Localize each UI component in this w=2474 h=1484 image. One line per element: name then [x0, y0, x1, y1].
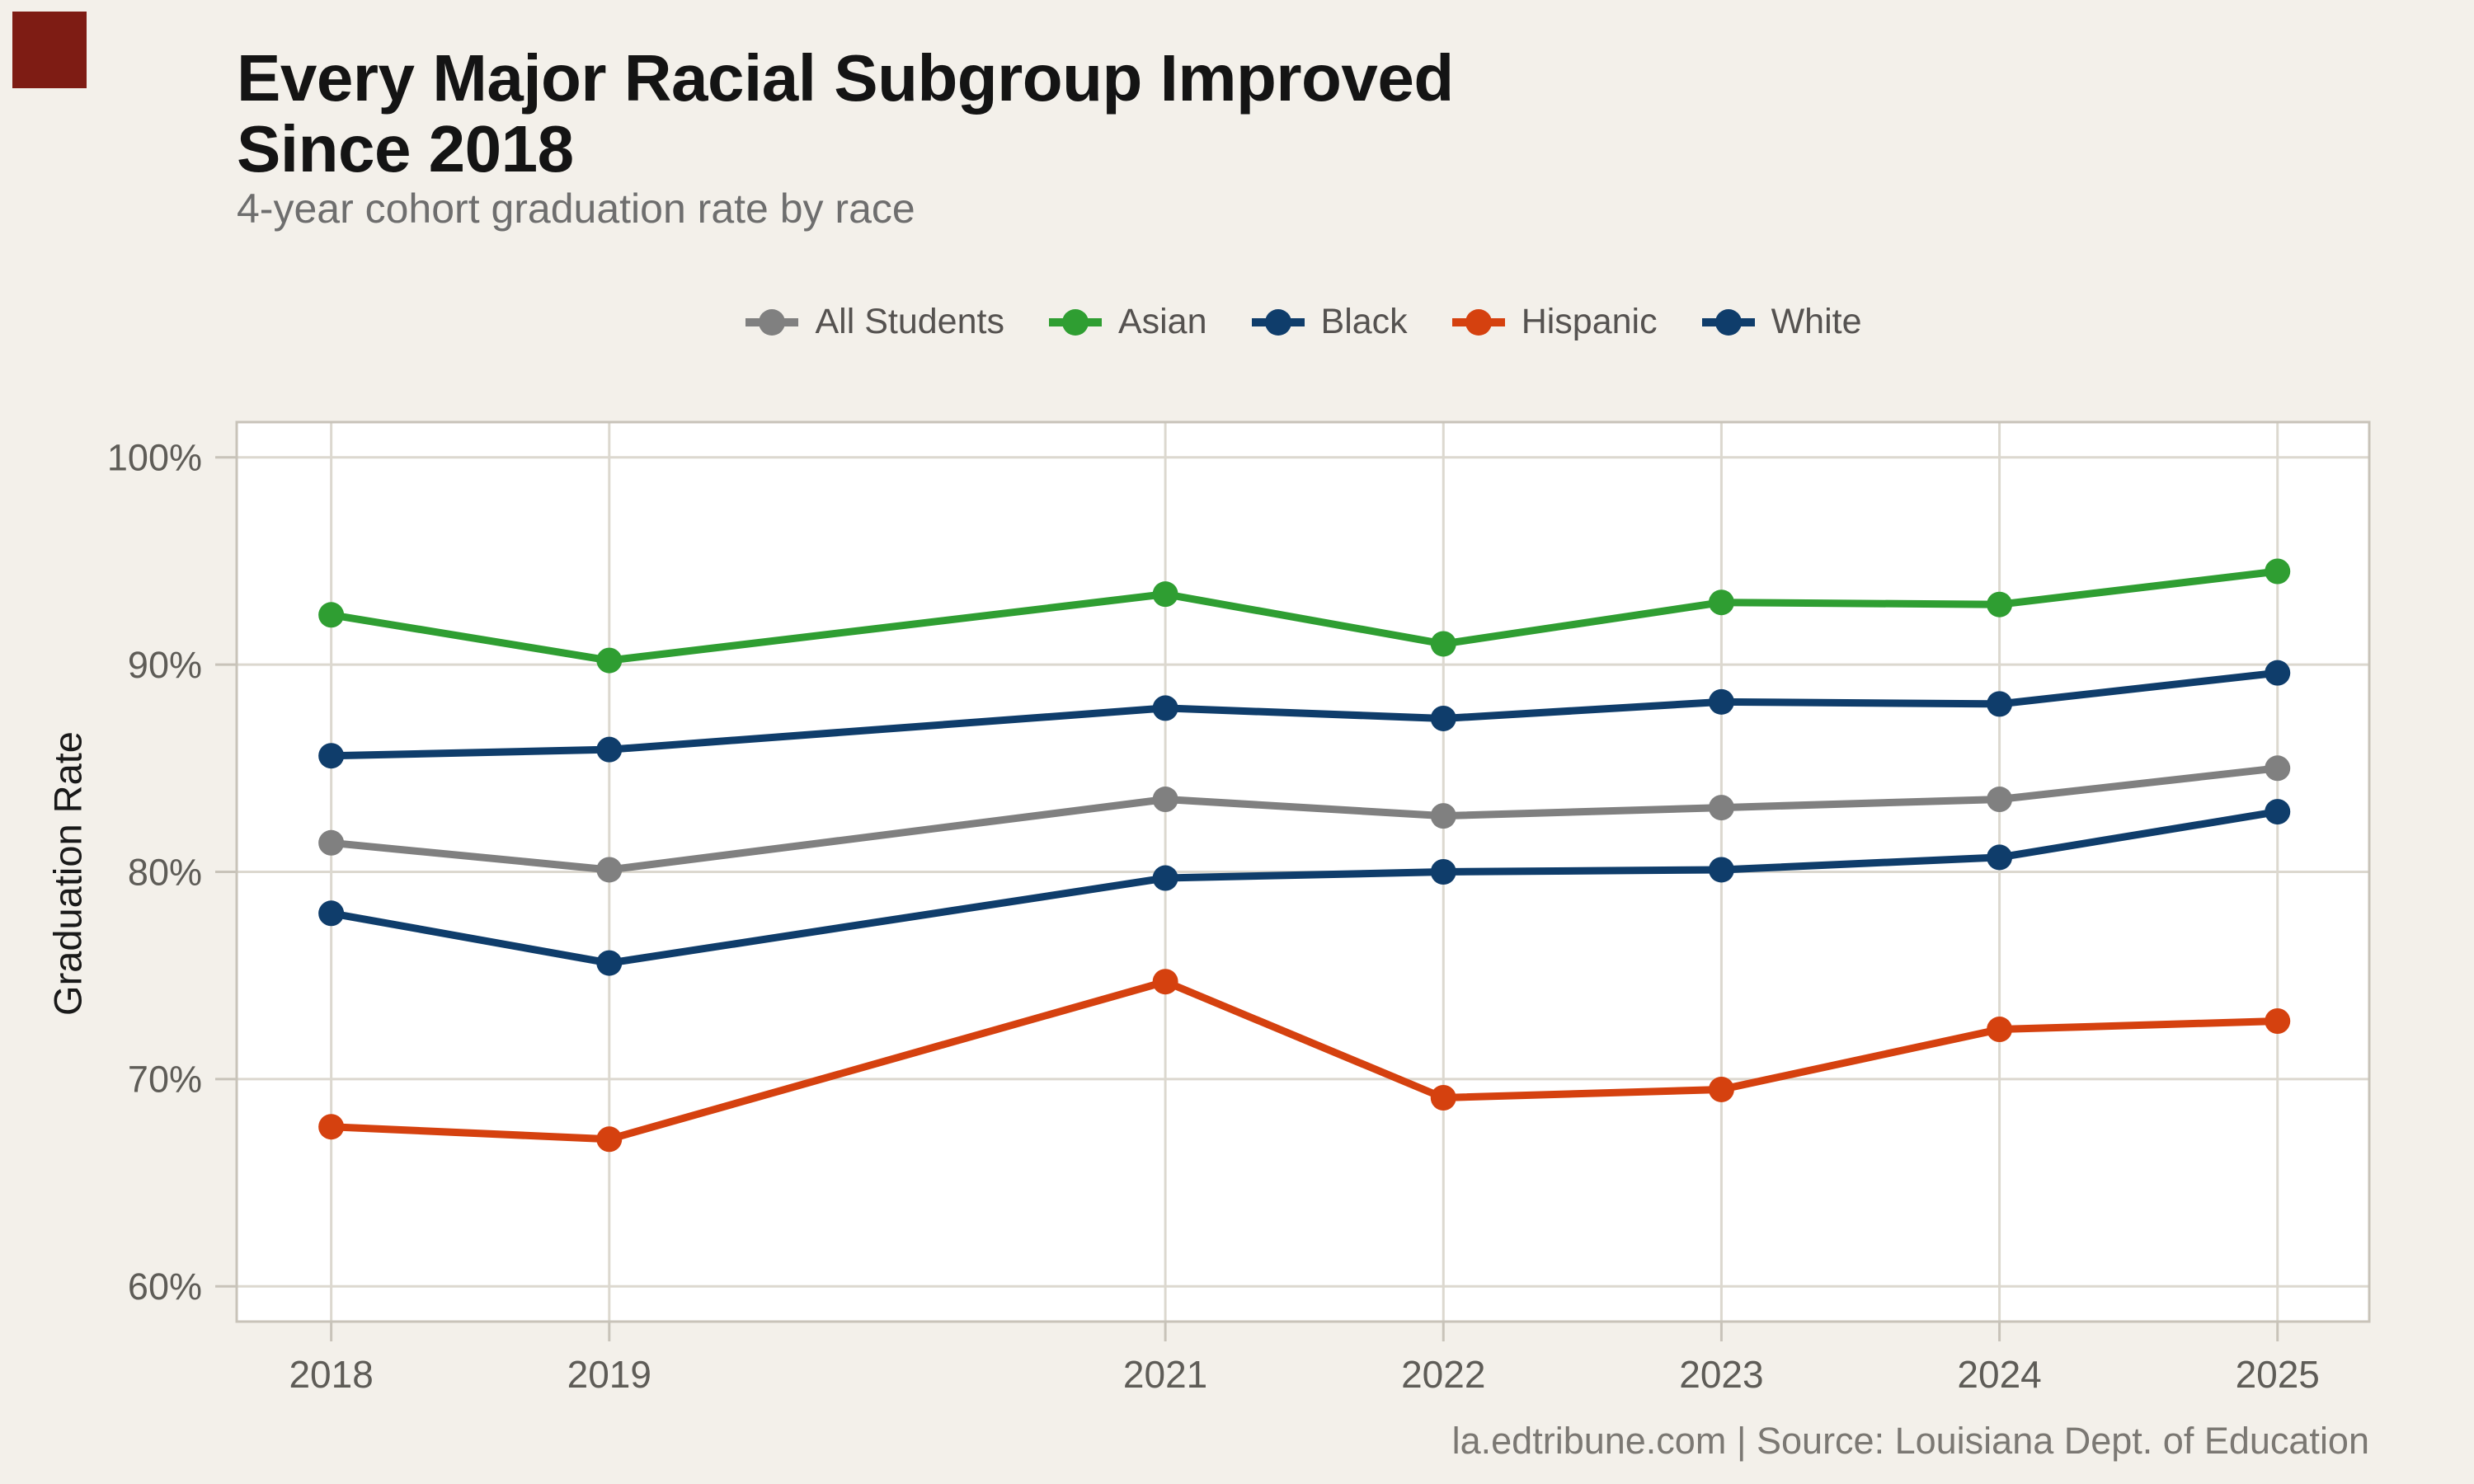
y-tick-label: 60% [128, 1266, 202, 1308]
x-tick-label: 2018 [289, 1353, 373, 1396]
series-point [1430, 631, 1456, 657]
x-tick-label: 2025 [2236, 1353, 2320, 1396]
legend-label: Asian [1117, 302, 1207, 341]
legend-marker-icon [1701, 308, 1755, 336]
legend-label: All Students [815, 302, 1004, 341]
page-title-line2: Since 2018 [237, 111, 574, 186]
series-point [596, 1126, 623, 1153]
series-point [1708, 1076, 1734, 1102]
legend-item: All Students [744, 302, 1004, 342]
legend-marker-icon [745, 308, 799, 336]
legend-label: Hispanic [1521, 302, 1658, 341]
series-point [2265, 799, 2291, 825]
x-tick-label: 2022 [1401, 1353, 1485, 1396]
series-point [318, 829, 345, 856]
y-tick-label: 70% [128, 1059, 202, 1101]
series-point [1152, 787, 1178, 813]
series-point [318, 602, 345, 628]
series-point [1987, 691, 2013, 717]
x-tick-label: 2023 [1679, 1353, 1763, 1396]
series-point [596, 950, 623, 976]
y-tick-label: 100% [107, 436, 202, 478]
legend-label: Black [1320, 302, 1408, 341]
legend: All Students Asian Black Hispanic White [237, 302, 2369, 342]
series-point [1152, 969, 1178, 995]
legend-marker-icon [1451, 308, 1505, 336]
series-point [1430, 803, 1456, 829]
series-point [596, 736, 623, 763]
series-point [2265, 1007, 2291, 1034]
legend-marker-icon [1251, 308, 1305, 336]
series-point [318, 900, 345, 927]
x-tick-label: 2024 [1957, 1353, 2041, 1396]
legend-item: Asian [1047, 302, 1207, 342]
series-point [2265, 558, 2291, 585]
chart-subtitle: 4-year cohort graduation rate by race [237, 186, 915, 232]
legend-item: White [1700, 302, 1862, 342]
series-point [2265, 755, 2291, 782]
corner-mark [12, 12, 87, 88]
legend-item: Hispanic [1451, 302, 1658, 342]
series-point [596, 647, 623, 674]
y-axis-title: Graduation Rate [45, 731, 90, 1016]
y-tick-label: 80% [128, 851, 202, 893]
series-point [1987, 787, 2013, 813]
series-point [2265, 660, 2291, 686]
series-point [1987, 1017, 2013, 1043]
legend-label: White [1771, 302, 1862, 341]
y-tick-label: 90% [128, 644, 202, 686]
series-point [1987, 844, 2013, 871]
page-title-line1: Every Major Racial Subgroup Improved [237, 41, 1454, 115]
series-point [1708, 688, 1734, 715]
series-point [1430, 859, 1456, 885]
series-point [318, 1114, 345, 1140]
legend-marker-icon [1048, 308, 1102, 336]
page-title: Every Major Racial Subgroup Improved Sin… [237, 43, 1454, 184]
series-point [318, 743, 345, 769]
series-point [1708, 857, 1734, 883]
x-tick-label: 2021 [1123, 1353, 1207, 1396]
series-point [1152, 581, 1178, 608]
series-point [1708, 589, 1734, 616]
series-point [1987, 591, 2013, 618]
x-tick-label: 2019 [567, 1353, 651, 1396]
source-attribution: la.edtribune.com | Source: Louisiana Dep… [1451, 1420, 2369, 1462]
series-point [1152, 695, 1178, 721]
series-point [1430, 1085, 1456, 1111]
legend-item: Black [1250, 302, 1408, 342]
series-point [1708, 795, 1734, 821]
series-point [596, 857, 623, 883]
series-point [1430, 705, 1456, 731]
series-point [1152, 865, 1178, 891]
